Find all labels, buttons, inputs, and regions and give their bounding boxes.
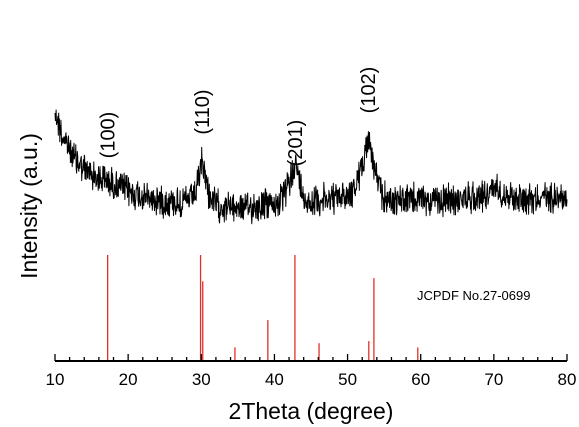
- peak-label: (100): [98, 112, 120, 159]
- xrd-pattern-series: [54, 109, 568, 225]
- x-tick-label: 80: [558, 370, 577, 389]
- xrd-pattern-layer: [54, 109, 568, 225]
- x-tick-label: 20: [119, 370, 138, 389]
- peak-label: (110): [192, 89, 214, 134]
- x-tick-label: 10: [46, 370, 65, 389]
- x-tick-label: 30: [192, 370, 211, 389]
- y-axis-title: Intensity (a.u.): [16, 133, 42, 279]
- x-tick-label: 40: [265, 370, 284, 389]
- reference-lines-layer: [107, 255, 419, 360]
- peak-labels-layer: (100) (110) (201) (102): [98, 67, 380, 167]
- peak-label: (201): [285, 120, 307, 167]
- x-tick-label: 50: [338, 370, 357, 389]
- x-tick-label: 70: [484, 370, 503, 389]
- x-ticks-layer: 10 20 30 40 50 60 70 80: [46, 354, 577, 389]
- peak-label: (102): [358, 67, 380, 114]
- x-axis-title: 2Theta (degree): [229, 398, 394, 424]
- reference-label: JCPDF No.27-0699: [417, 288, 530, 303]
- x-tick-label: 60: [411, 370, 430, 389]
